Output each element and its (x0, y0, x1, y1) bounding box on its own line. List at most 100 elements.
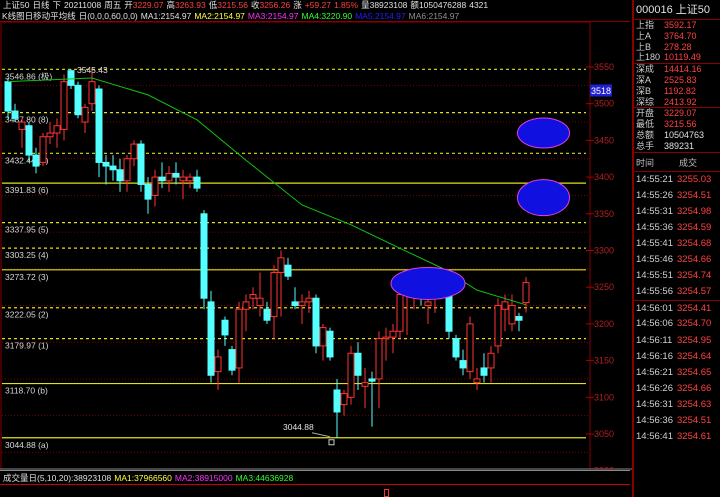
ma-name[interactable]: 日移动平均线 (24, 11, 76, 21)
tick-row: 14:56:06 3254.70 (634, 316, 720, 332)
candle (459, 349, 467, 376)
tick-price: 3254.59 (677, 221, 712, 233)
y-tick-label: 3450 (594, 135, 614, 145)
tick-time: 14:56:36 (636, 414, 673, 426)
level-label: 3487.80 (8) (5, 115, 49, 125)
candle-body (95, 88, 103, 163)
quote-label: 总手 (636, 140, 655, 151)
candle-body (130, 143, 138, 160)
quote-value: 2413.92 (664, 96, 697, 107)
vol-value: 38923108 (369, 0, 408, 10)
candle-body (46, 132, 54, 138)
candle (25, 122, 33, 163)
volume-label[interactable]: 成交量 (3, 473, 29, 483)
candle (487, 345, 495, 383)
candle (39, 133, 47, 167)
candle (340, 389, 348, 416)
candle-body (459, 360, 467, 369)
tick-row: 14:56:21 3254.65 (634, 365, 720, 381)
quote-row: 上B 278.28 (634, 42, 720, 53)
y-tick-label: 3400 (594, 172, 614, 182)
extra-value: 4321 (469, 0, 489, 10)
side-title: 000016 上证50 (634, 0, 720, 20)
ma3: MA3:2154.97 (247, 11, 299, 21)
tick-price: 3254.61 (677, 431, 712, 443)
candle-body (424, 301, 432, 307)
y-tick-label: 3250 (594, 282, 614, 292)
candle (389, 323, 397, 354)
tick-time: 14:55:56 (636, 286, 673, 298)
candle (319, 323, 327, 361)
quote-label: 最低 (636, 119, 655, 130)
level-label: 3432.44 (7) (5, 155, 49, 165)
low-label: 低 (208, 0, 218, 10)
tick-list[interactable]: 14:55:21 3255.03 14:55:26 3254.51 14:55:31 32… (634, 172, 720, 446)
tick-row: 14:55:51 3254.74 (634, 268, 720, 284)
quote-value: 10504763 (664, 129, 705, 140)
quote-label: 上180 (636, 52, 661, 63)
tick-price: 3254.66 (677, 254, 712, 266)
candle (235, 301, 243, 383)
tick-price: 3254.65 (677, 366, 712, 378)
candle (123, 155, 131, 192)
candle-body (494, 305, 502, 347)
quote-row: 深成 14414.16 (634, 64, 720, 75)
period[interactable]: 日线 (32, 0, 50, 10)
y-tick-label: 3550 (594, 62, 614, 72)
candle-body (256, 297, 264, 307)
candle-body (263, 308, 271, 321)
quote-row: 总手 389231 (634, 141, 720, 152)
tick-price: 3254.98 (677, 205, 712, 217)
candle-body (200, 213, 208, 299)
candle (522, 276, 530, 313)
tick-time: 14:56:11 (636, 334, 673, 346)
quote-row: 开盘 3229.07 (634, 108, 720, 119)
candle-body (109, 165, 117, 171)
tick-time: 14:56:06 (636, 318, 673, 330)
chg-value: +59.27 (304, 0, 331, 10)
y-tick-label: 3100 (594, 392, 614, 402)
chg-label: 涨 (293, 0, 302, 10)
candle (46, 122, 54, 145)
quote-value: 14414.16 (664, 64, 702, 75)
candle-body (277, 257, 285, 274)
indicator-name[interactable]: K线图 (2, 11, 25, 21)
candle-body (172, 172, 180, 178)
quote-row: 上A 3764.70 (634, 31, 720, 42)
candle (473, 367, 481, 390)
tick-row: 14:55:21 3255.03 (634, 172, 720, 188)
tick-time: 14:56:16 (636, 350, 673, 362)
tick-row: 14:56:41 3254.61 (634, 429, 720, 445)
candle (109, 155, 117, 181)
candle (179, 169, 187, 200)
candle (32, 147, 40, 174)
tick-time: 14:55:41 (636, 237, 673, 249)
y-tick-label: 3500 (594, 99, 614, 109)
candle-body (354, 352, 362, 376)
quote-label: 上A (636, 30, 652, 41)
quote-side-panel: 000016 上证50 上指 3592.17 上A 3764.70 上B 278.28 上1… (632, 0, 720, 497)
tick-time: 14:55:31 (636, 205, 673, 217)
candlestick-chart[interactable]: 3550 3500 3450 3400 3350 3300 3250 3200 3150 3100… (0, 22, 632, 470)
candle-body (116, 169, 124, 182)
candle-body (319, 327, 327, 347)
high-label: 高 (166, 0, 175, 10)
ticks-time-header: 时间 (636, 157, 655, 168)
candle-body (291, 301, 299, 307)
candle-body (193, 176, 201, 189)
candle (270, 265, 278, 339)
candle-body (221, 319, 229, 336)
tick-price: 3254.74 (677, 270, 712, 282)
quote-row: 上180 10119.49 (634, 52, 720, 63)
candle-body (214, 356, 222, 373)
tick-time: 14:56:21 (636, 366, 673, 378)
tick-price: 3254.70 (677, 318, 712, 330)
candle (214, 349, 222, 390)
candle (480, 353, 488, 383)
y-tick-label: 3050 (594, 429, 614, 439)
candle (284, 257, 292, 280)
ma2: MA2:2154.97 (194, 11, 245, 21)
tick-row: 14:56:16 3254.64 (634, 349, 720, 365)
candle (375, 331, 383, 409)
index-name: 上证50 (3, 0, 30, 10)
